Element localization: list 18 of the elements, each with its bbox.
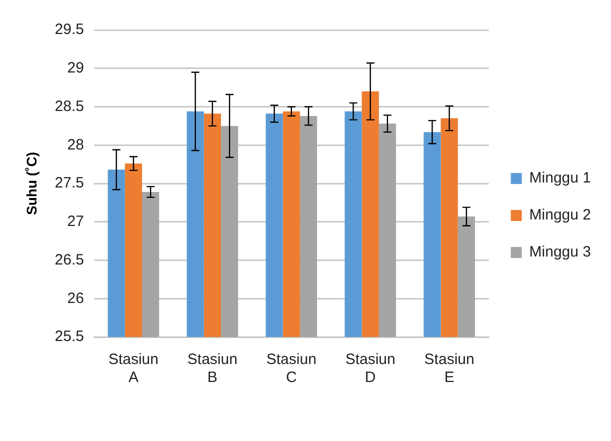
x-tick-label: Stasiun D [345, 351, 396, 386]
x-tick-label: Stasiun B [187, 351, 238, 386]
legend-label: Minggu 3 [529, 244, 592, 261]
x-tick-label: Stasiun E [424, 351, 474, 386]
y-tick-label: 29.5 [54, 21, 84, 38]
legend-label: Minggu 1 [529, 170, 592, 187]
legend-label: Minggu 2 [529, 206, 592, 224]
y-tick-label: 28.5 [54, 98, 84, 115]
y-tick-label: 26.5 [54, 251, 84, 268]
y-tick-label: 25.5 [54, 328, 84, 346]
y-tick-label: 28 [67, 136, 84, 154]
y-tick-label: 29 [67, 60, 84, 77]
y-tick-label: 27.5 [54, 174, 84, 192]
y-tick-label: 27 [67, 213, 84, 230]
y-tick-label: 26 [67, 290, 84, 307]
y-axis-title: Suhu (˚C) [23, 152, 40, 215]
x-tick-label: Stasiun C [266, 351, 316, 386]
x-tick-label: Stasiun A [108, 351, 158, 386]
